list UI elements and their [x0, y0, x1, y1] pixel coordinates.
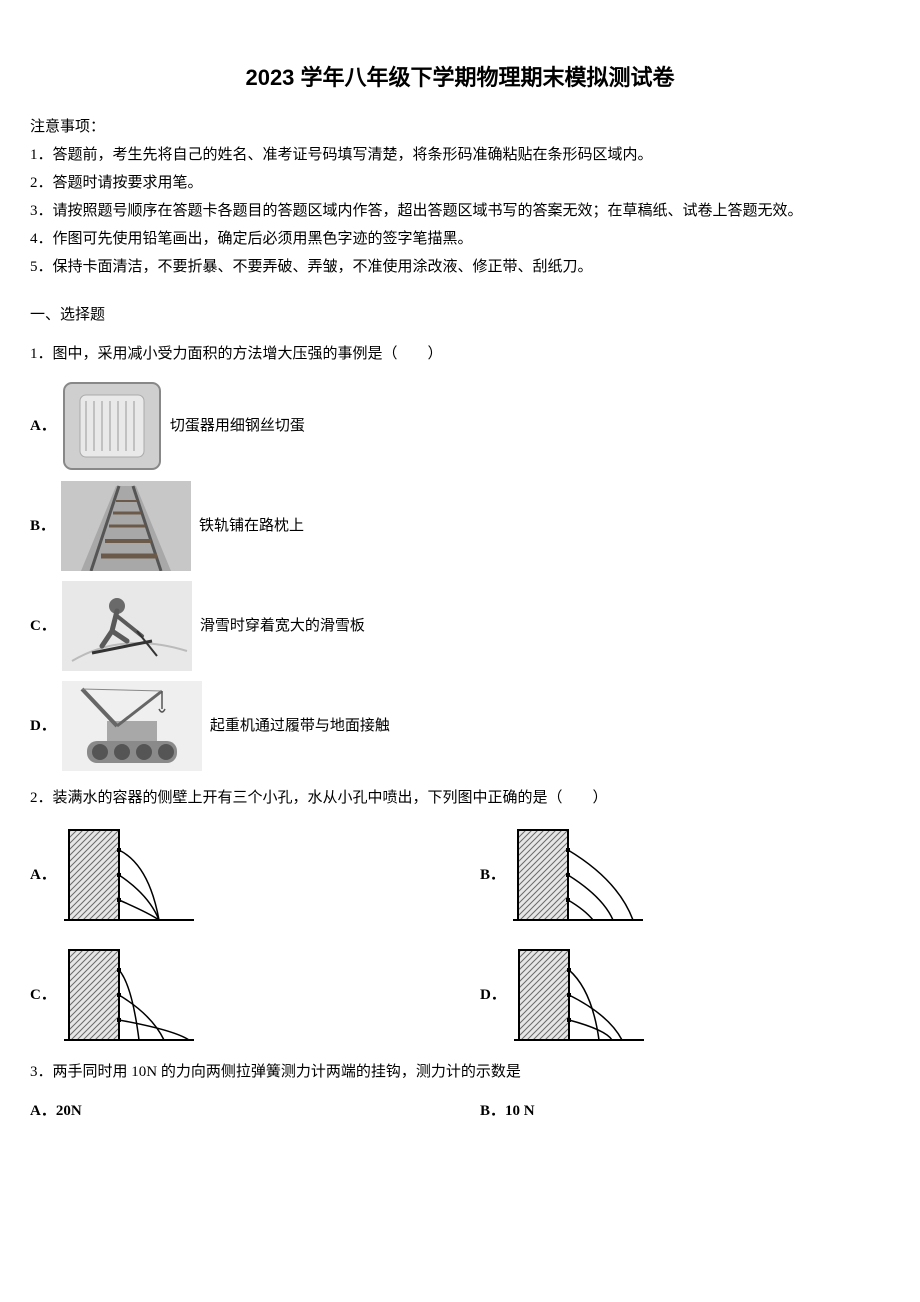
crane-image [62, 681, 202, 771]
q2-option: C． [30, 945, 440, 1045]
egg-cutter-image [62, 381, 162, 471]
water-jet-diagram [513, 825, 643, 925]
instruction-item: 5．保持卡面清洁，不要折暴、不要弄破、弄皱，不准使用涂改液、修正带、刮纸刀。 [30, 255, 890, 279]
option-label: C． [30, 983, 56, 1007]
instruction-item: 2．答题时请按要求用笔。 [30, 171, 890, 195]
water-jet-diagram [64, 825, 194, 925]
option-label: A． [30, 863, 56, 887]
q3-option-b: B．10 N [480, 1099, 890, 1123]
question-stem: 1．图中，采用减小受力面积的方法增大压强的事例是（ ） [30, 342, 890, 366]
question-1: 1．图中，采用减小受力面积的方法增大压强的事例是（ ） A． 切蛋器用细钢丝切蛋… [30, 342, 890, 771]
question-3: 3．两手同时用 10N 的力向两侧拉弹簧测力计两端的挂钩，测力计的示数是 A．2… [30, 1060, 890, 1123]
water-jet-diagram [514, 945, 644, 1045]
q1-option-b: B． 铁轨铺在路枕上 [30, 481, 890, 571]
option-label: C． [30, 614, 56, 638]
q2-option: B． [480, 825, 890, 925]
option-text: 切蛋器用细钢丝切蛋 [170, 414, 305, 438]
question-stem: 2．装满水的容器的侧壁上开有三个小孔，水从小孔中喷出，下列图中正确的是（ ） [30, 786, 890, 810]
question-2: 2．装满水的容器的侧壁上开有三个小孔，水从小孔中喷出，下列图中正确的是（ ） A… [30, 786, 890, 1045]
instructions-header: 注意事项： [30, 115, 890, 139]
option-label: B． [30, 514, 55, 538]
q1-option-a: A． 切蛋器用细钢丝切蛋 [30, 381, 890, 471]
option-label: B． [480, 863, 505, 887]
water-jet-diagram [64, 945, 194, 1045]
option-text: 铁轨铺在路枕上 [199, 514, 304, 538]
instruction-item: 1．答题前，考生先将自己的姓名、准考证号码填写清楚，将条形码准确粘贴在条形码区域… [30, 143, 890, 167]
q2-option: D． [480, 945, 890, 1045]
q2-option: A． [30, 825, 440, 925]
instruction-item: 3．请按照题号顺序在答题卡各题目的答题区域内作答，超出答题区域书写的答案无效；在… [30, 199, 890, 223]
q1-option-d: D． 起重机通过履带与地面接触 [30, 681, 890, 771]
option-label: D． [480, 983, 506, 1007]
railway-image [61, 481, 191, 571]
option-text: 滑雪时穿着宽大的滑雪板 [200, 614, 365, 638]
option-text: 起重机通过履带与地面接触 [210, 714, 390, 738]
q3-option-a: A．20N [30, 1099, 440, 1123]
q1-option-c: C． 滑雪时穿着宽大的滑雪板 [30, 581, 890, 671]
option-label: A． [30, 414, 56, 438]
skier-image [62, 581, 192, 671]
page-title: 2023 学年八年级下学期物理期末模拟测试卷 [30, 60, 890, 95]
instructions-block: 注意事项： 1．答题前，考生先将自己的姓名、准考证号码填写清楚，将条形码准确粘贴… [30, 115, 890, 279]
option-label: D． [30, 714, 56, 738]
question-stem: 3．两手同时用 10N 的力向两侧拉弹簧测力计两端的挂钩，测力计的示数是 [30, 1060, 890, 1084]
section-header: 一、选择题 [30, 303, 890, 327]
instruction-item: 4．作图可先使用铅笔画出，确定后必须用黑色字迹的签字笔描黑。 [30, 227, 890, 251]
